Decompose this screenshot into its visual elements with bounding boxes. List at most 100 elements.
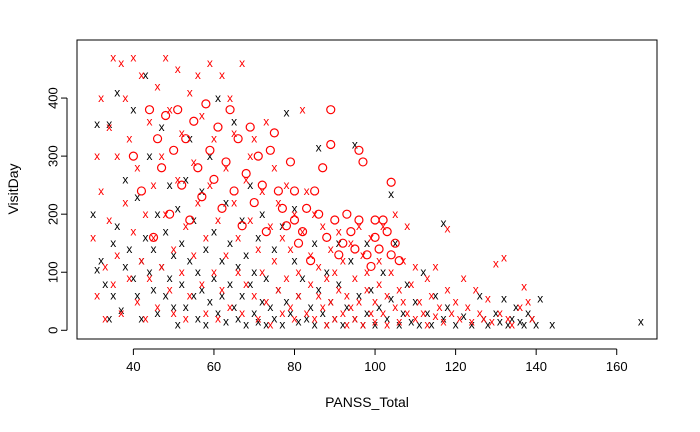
data-point-x: x	[171, 306, 177, 320]
data-point-x: x	[215, 312, 221, 326]
data-point-x: x	[211, 271, 217, 285]
data-point-x: x	[638, 315, 644, 329]
data-point-x: x	[267, 300, 273, 314]
data-point-circle	[189, 116, 199, 126]
data-point-x: x	[163, 50, 169, 64]
data-point-x: x	[171, 300, 177, 314]
data-point-x: x	[509, 312, 515, 326]
data-point-x: x	[155, 306, 161, 320]
data-point-x: x	[396, 315, 402, 329]
data-point-x: x	[151, 283, 157, 297]
data-point-x: x	[400, 294, 406, 308]
data-point-x: x	[416, 294, 422, 308]
data-point-x: x	[130, 103, 136, 117]
data-point-x: x	[432, 288, 438, 302]
data-point-circle	[326, 139, 336, 150]
data-point-circle	[310, 186, 320, 196]
data-point-x: x	[529, 312, 535, 326]
y-tick-label: 400	[46, 87, 61, 109]
data-point-x: x	[94, 149, 100, 163]
data-point-circle	[386, 177, 396, 187]
data-point-x: x	[364, 265, 370, 279]
x-axis-title: PANSS_Total	[325, 394, 409, 410]
data-point-x: x	[404, 219, 410, 233]
data-point-x: x	[231, 300, 237, 314]
data-point-x: x	[219, 254, 225, 268]
data-point-circle	[338, 238, 348, 248]
data-point-circle	[297, 226, 308, 237]
data-point-circle	[334, 250, 344, 260]
data-point-x: x	[114, 219, 120, 233]
data-point-circle	[342, 209, 352, 219]
data-point-x: x	[380, 265, 386, 279]
data-point-circle	[394, 256, 404, 266]
data-point-x: x	[279, 230, 285, 244]
data-point-x: x	[392, 236, 398, 250]
data-point-x: x	[219, 68, 225, 82]
data-point-x: x	[360, 317, 366, 331]
data-point-x: x	[147, 265, 153, 279]
data-point-x: x	[340, 254, 346, 268]
data-point-x: x	[308, 300, 314, 314]
y-axis-title: VisitDay	[5, 163, 21, 214]
data-point-x: x	[130, 225, 136, 239]
data-point-x: x	[247, 149, 253, 163]
data-point-x: x	[90, 230, 96, 244]
data-point-x: x	[231, 114, 237, 128]
data-point-x: x	[251, 132, 257, 146]
data-point-x: x	[316, 140, 322, 154]
data-point-x: x	[445, 300, 451, 314]
data-point-x: x	[428, 288, 434, 302]
data-point-x: x	[344, 300, 350, 314]
data-point-x: x	[485, 291, 491, 305]
data-point-x: x	[320, 300, 326, 314]
data-point-x: x	[138, 254, 144, 268]
data-point-x: x	[300, 271, 306, 285]
data-point-x: x	[106, 312, 112, 326]
data-point-x: x	[420, 265, 426, 279]
data-point-x: x	[191, 288, 197, 302]
data-point-circle	[314, 209, 324, 219]
data-point-x: x	[199, 283, 205, 297]
data-point-x: x	[147, 149, 153, 163]
data-point-x: x	[110, 50, 116, 64]
data-point-x: x	[239, 213, 245, 227]
data-point-circle	[225, 105, 235, 115]
data-point-x: x	[344, 317, 350, 331]
data-point-x: x	[235, 312, 241, 326]
data-point-x: x	[517, 315, 523, 329]
data-point-x: x	[134, 294, 140, 308]
data-point-x: x	[368, 306, 374, 320]
data-point-circle	[181, 134, 191, 144]
data-point-x: x	[122, 196, 128, 210]
data-point-x: x	[505, 317, 511, 331]
data-point-x: x	[151, 178, 157, 192]
data-point-x: x	[199, 184, 205, 198]
data-point-x: x	[509, 317, 515, 331]
data-point-x: x	[167, 271, 173, 285]
data-point-x: x	[211, 132, 217, 146]
data-point-x: x	[138, 312, 144, 326]
data-point-x: x	[134, 161, 140, 175]
data-point-circle	[370, 232, 380, 242]
data-point-x: x	[126, 271, 132, 285]
data-point-circle	[301, 203, 312, 213]
data-point-x: x	[292, 312, 298, 326]
data-point-x: x	[312, 236, 318, 250]
data-point-x: x	[481, 312, 487, 326]
data-point-x: x	[207, 178, 213, 192]
data-point-x: x	[203, 242, 209, 256]
data-point-x: x	[283, 271, 289, 285]
data-point-x: x	[372, 315, 378, 329]
data-point-circle	[217, 203, 227, 213]
data-point-x: x	[304, 184, 310, 198]
data-point-x: x	[122, 259, 128, 273]
data-point-x: x	[114, 85, 120, 99]
data-point-x: x	[114, 149, 120, 163]
data-point-x: x	[227, 277, 233, 291]
data-point-x: x	[497, 306, 503, 320]
data-point-circle	[237, 221, 247, 231]
x-tick-label: 100	[364, 359, 386, 374]
data-point-x: x	[312, 312, 318, 326]
data-point-x: x	[110, 288, 116, 302]
